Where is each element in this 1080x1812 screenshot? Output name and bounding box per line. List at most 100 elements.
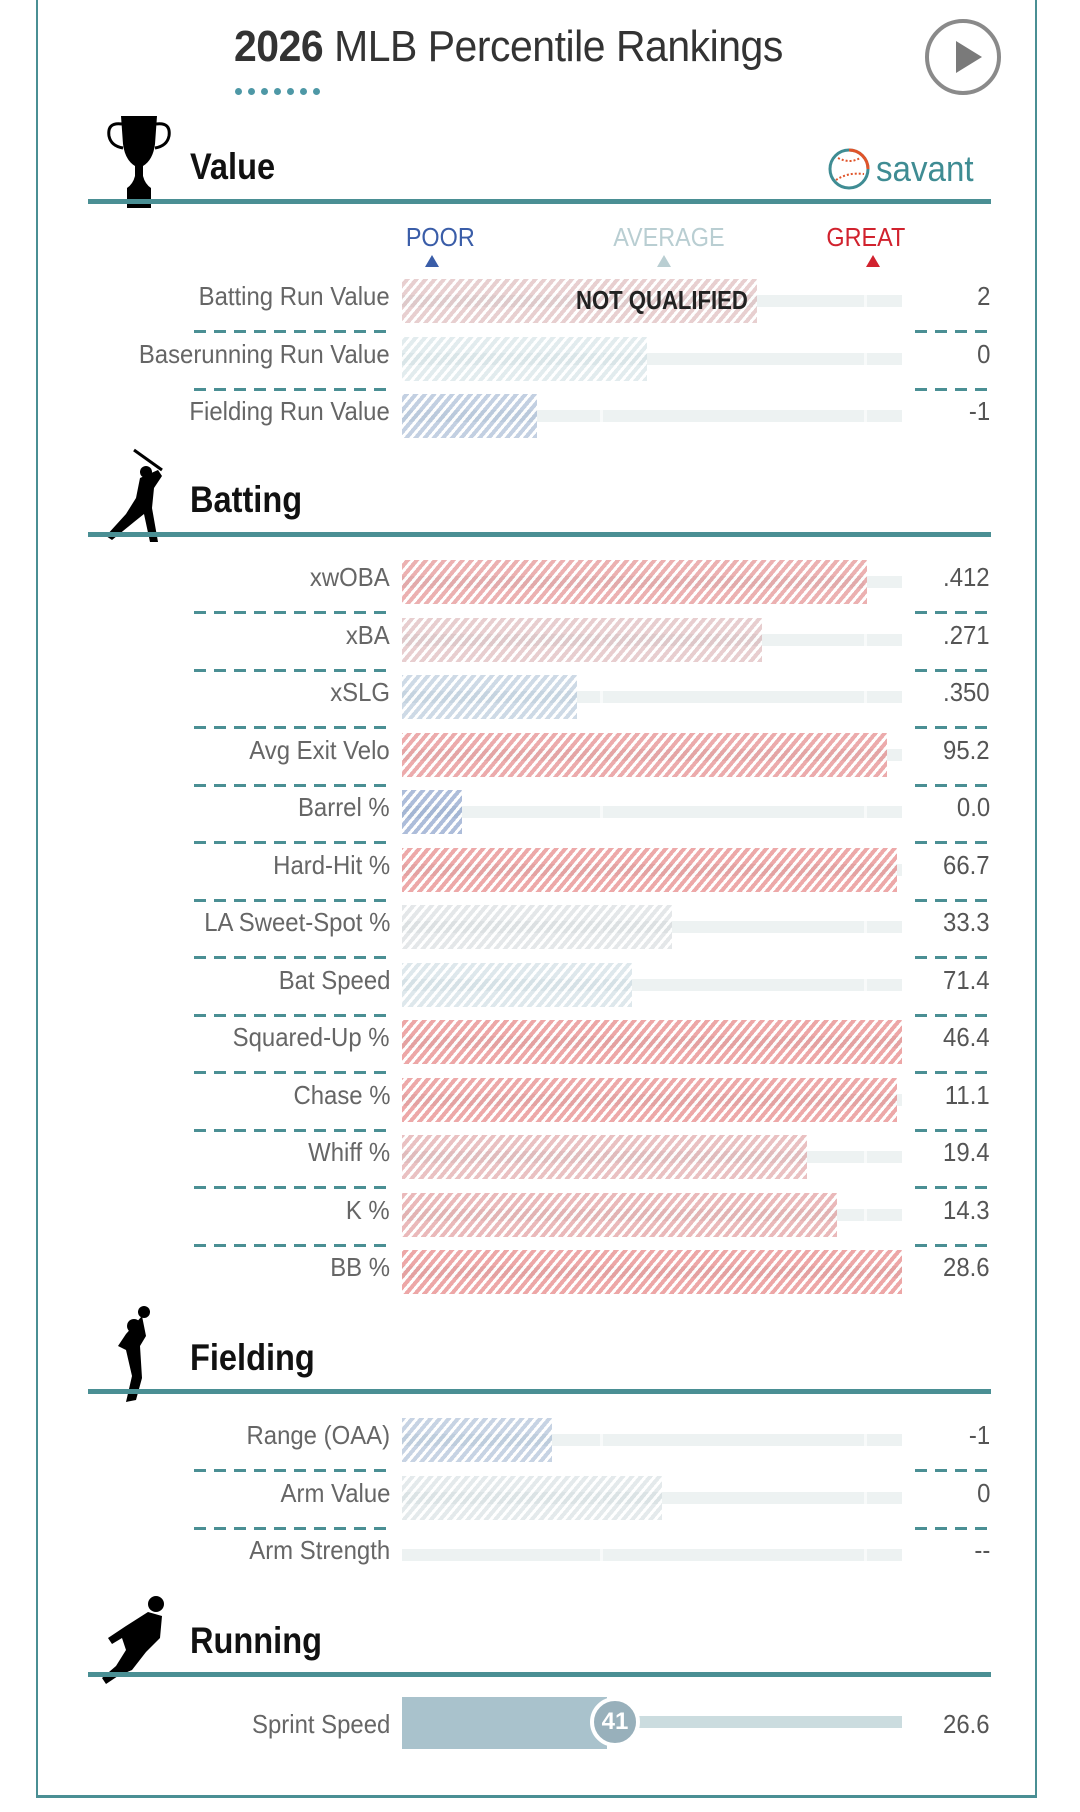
metric-label: K % xyxy=(346,1194,390,1225)
legend-poor: POOR xyxy=(405,222,475,252)
savant-text: savant xyxy=(876,148,974,189)
metric-label: BB % xyxy=(330,1252,390,1282)
metric-label: LA Sweet-Spot % xyxy=(203,907,390,937)
metric-value: 0.0 xyxy=(956,792,990,822)
legend-poor-marker xyxy=(425,255,439,267)
metric-row-sprint-speed[interactable]: Sprint Speed 26.6 xyxy=(0,1697,1080,1747)
metric-row[interactable]: Arm Value 0 xyxy=(0,1472,1080,1530)
metric-row[interactable]: Hard-Hit % 66.7 xyxy=(0,844,1080,902)
metric-row[interactable]: Bat Speed 71.4 xyxy=(0,959,1080,1017)
row-divider-left xyxy=(194,1243,388,1247)
percentile-bar xyxy=(402,905,672,949)
metric-row[interactable]: Chase % 11.1 xyxy=(0,1074,1080,1132)
title-text: MLB Percentile Rankings xyxy=(323,22,783,71)
row-divider-left xyxy=(194,1186,388,1189)
metric-row[interactable]: Batting Run Value 2 NOT QUALIFIED xyxy=(0,275,1080,333)
metric-label: xSLG xyxy=(330,677,390,707)
row-divider-right xyxy=(915,1526,990,1530)
row-divider-left xyxy=(194,668,388,672)
metric-row[interactable]: Squared-Up % 46.4 xyxy=(0,1016,1080,1074)
batter-icon xyxy=(106,448,163,542)
pagination-dots xyxy=(235,88,320,95)
percentile-bar xyxy=(402,560,867,604)
row-divider-left xyxy=(194,783,388,787)
metric-value: -1 xyxy=(968,1420,990,1450)
metric-value: -- xyxy=(974,1535,990,1565)
metric-value: 28.6 xyxy=(943,1252,990,1282)
percentile-track xyxy=(402,806,902,818)
play-icon[interactable] xyxy=(925,19,1001,95)
metric-row[interactable]: LA Sweet-Spot % 33.3 xyxy=(0,901,1080,959)
row-divider-left xyxy=(194,611,388,614)
metric-label: Baserunning Run Value xyxy=(139,338,390,369)
percentile-bar xyxy=(402,675,577,719)
percentile-track xyxy=(402,1549,902,1561)
metric-row[interactable]: BB % 28.6 xyxy=(0,1246,1080,1296)
legend-great: GREAT xyxy=(826,222,906,252)
row-divider-left xyxy=(194,1469,388,1472)
metric-label: Hard-Hit % xyxy=(273,849,390,880)
metric-value: 66.7 xyxy=(943,849,990,880)
savant-logo[interactable]: savant xyxy=(828,148,982,190)
section-title-batting: Batting xyxy=(190,479,303,520)
legend-average: AVERAGE xyxy=(613,222,725,252)
metric-row[interactable]: Barrel % 0.0 xyxy=(0,786,1080,844)
metric-row[interactable]: xwOBA .412 xyxy=(0,556,1080,614)
metric-value: .412 xyxy=(943,562,990,592)
row-divider-left xyxy=(194,841,388,844)
metric-row[interactable]: Whiff % 19.4 xyxy=(0,1131,1080,1189)
percentile-bar xyxy=(402,1077,897,1122)
row-divider-right xyxy=(915,1013,990,1017)
percentile-bar xyxy=(402,1475,662,1520)
row-divider-left xyxy=(194,387,388,391)
row-divider-right xyxy=(915,387,990,391)
row-divider-right xyxy=(915,1128,990,1132)
row-divider-right xyxy=(915,956,990,959)
row-divider-left xyxy=(194,330,388,333)
percentile-bar xyxy=(402,336,647,381)
section-divider-running xyxy=(88,1672,991,1677)
metric-label: Arm Strength xyxy=(249,1535,390,1565)
metric-row[interactable]: Baserunning Run Value 0 xyxy=(0,333,1080,391)
metric-value: 26.6 xyxy=(943,1709,990,1739)
row-divider-left xyxy=(194,1013,388,1017)
metric-value: -1 xyxy=(968,396,990,426)
metric-label: Whiff % xyxy=(308,1137,390,1167)
row-divider-right xyxy=(915,726,990,729)
metric-label: Fielding Run Value xyxy=(189,396,390,426)
metric-label: Arm Value xyxy=(280,1477,390,1508)
row-divider-right xyxy=(915,1071,990,1074)
metric-row[interactable]: Fielding Run Value -1 xyxy=(0,390,1080,440)
row-divider-right xyxy=(915,1186,990,1189)
section-title-fielding: Fielding xyxy=(190,1337,315,1378)
metric-value: 46.4 xyxy=(943,1022,990,1052)
metric-label: Range (OAA) xyxy=(246,1420,390,1450)
percentile-bar xyxy=(402,962,632,1007)
metric-value: .271 xyxy=(943,619,990,650)
row-divider-right xyxy=(915,1469,990,1472)
metric-value: 71.4 xyxy=(943,964,990,995)
row-divider-right xyxy=(915,898,990,902)
trophy-icon xyxy=(107,116,171,208)
percentile-badge: 41 xyxy=(590,1697,640,1747)
metric-value: 95.2 xyxy=(943,734,990,765)
metric-row[interactable]: xSLG .350 xyxy=(0,671,1080,729)
metric-label: Avg Exit Velo xyxy=(249,734,390,765)
percentile-bar xyxy=(402,1192,837,1237)
metric-row[interactable]: xBA .271 xyxy=(0,614,1080,672)
metric-row[interactable]: K % 14.3 xyxy=(0,1189,1080,1247)
page-title: 2026 MLB Percentile Rankings xyxy=(234,22,783,72)
metric-value: 19.4 xyxy=(943,1137,990,1167)
row-divider-left xyxy=(194,898,388,902)
row-divider-left xyxy=(194,956,388,959)
legend-great-marker xyxy=(866,255,880,267)
percentile-bar xyxy=(402,732,887,777)
metric-row[interactable]: Arm Strength -- xyxy=(0,1529,1080,1579)
percentile-bar xyxy=(402,617,762,662)
metric-label: Bat Speed xyxy=(278,964,390,995)
metric-row[interactable]: Range (OAA) -1 xyxy=(0,1414,1080,1472)
metric-row[interactable]: Avg Exit Velo 95.2 xyxy=(0,729,1080,787)
row-divider-right xyxy=(915,668,990,672)
legend-average-marker xyxy=(657,255,671,267)
metric-label: xBA xyxy=(346,619,390,650)
